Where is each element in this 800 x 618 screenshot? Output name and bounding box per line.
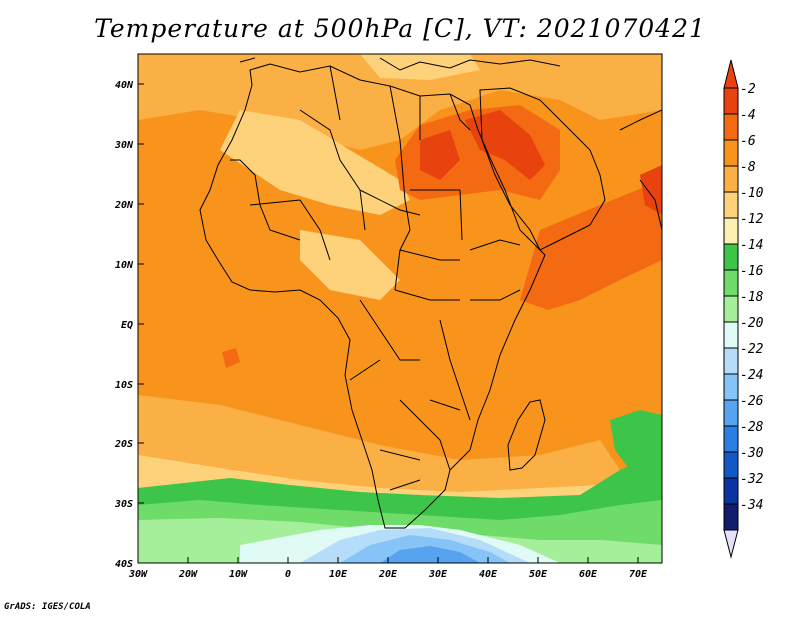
lat-label-30n: 30N xyxy=(114,140,134,151)
field-mideast-hot xyxy=(465,110,545,180)
colorbar-label: -6 xyxy=(740,134,756,149)
field-sahel-cool xyxy=(300,230,400,300)
lon-label-30w: 30W xyxy=(128,569,148,580)
colorbar-swatch xyxy=(723,191,739,219)
colorbar-swatch xyxy=(723,399,739,427)
colorbar-label: -28 xyxy=(740,420,764,435)
colorbar-label: -30 xyxy=(740,446,764,461)
field-east-warm xyxy=(520,180,662,310)
colorbar-label: -34 xyxy=(740,498,763,513)
arabia-coastline xyxy=(479,87,606,251)
field-south-cold-7 xyxy=(380,546,480,563)
colorbar-swatch xyxy=(723,217,739,245)
lon-label-40e: 40E xyxy=(479,569,498,580)
colorbar-swatch xyxy=(723,451,739,479)
colorbar-swatch xyxy=(723,269,739,297)
colorbar-label: -20 xyxy=(740,316,764,331)
lon-label-70e: 70E xyxy=(629,569,648,580)
coastlines xyxy=(199,57,662,529)
boundary-central xyxy=(349,139,463,381)
boundary-east xyxy=(379,239,521,491)
lon-label-0: 0 xyxy=(285,569,291,580)
colorbar-swatch xyxy=(723,139,739,167)
colorbar-label: -22 xyxy=(740,342,764,357)
field-south-mild xyxy=(138,395,620,495)
map-title: Temperature at 500hPa [C], VT: 202107042… xyxy=(94,14,706,43)
colorbar-under-arrow xyxy=(723,529,739,559)
colorbar-swatch xyxy=(723,503,739,531)
lat-label-10s: 10S xyxy=(115,380,133,391)
colorbar-swatch xyxy=(723,321,739,349)
lat-label-40s: 40S xyxy=(115,559,133,570)
colorbar-swatch xyxy=(723,243,739,271)
colorbar-label: -2 xyxy=(740,82,756,97)
boundary-west xyxy=(230,109,421,261)
colorbar-label: -32 xyxy=(740,472,764,487)
india-coastline xyxy=(619,109,662,231)
colorbar-label: -24 xyxy=(740,368,763,383)
europe-coastline xyxy=(239,57,561,71)
temperature-field xyxy=(138,54,662,563)
field-sahara-cool xyxy=(220,110,410,215)
lon-labels: 30W 20W 10W 0 10E 20E 30E 40E 50E 60E 70… xyxy=(128,569,648,580)
lon-label-20e: 20E xyxy=(378,569,398,580)
colorbar-label: -4 xyxy=(740,108,756,123)
colorbar-label: -12 xyxy=(740,212,764,227)
colorbar-swatch xyxy=(723,295,739,323)
africa-coastline xyxy=(199,63,546,529)
lat-label-10n: 10N xyxy=(115,260,134,271)
colorbar-label: -26 xyxy=(740,394,764,409)
field-east-cold xyxy=(610,410,662,470)
lat-label-20n: 20N xyxy=(114,200,134,211)
field-atlantic-spot xyxy=(222,348,240,368)
colorbar-swatch xyxy=(723,347,739,375)
credit-text: GrADS: IGES/COLA xyxy=(4,602,91,612)
lat-label-30s: 30S xyxy=(114,499,133,510)
colorbar-swatch xyxy=(723,373,739,401)
boundary-north xyxy=(329,65,471,141)
colorbar-swatch xyxy=(723,113,739,141)
colorbar-swatch xyxy=(723,477,739,505)
colorbar-label: -10 xyxy=(740,186,764,201)
field-north-warm xyxy=(138,54,662,150)
field-india-hot xyxy=(640,165,662,215)
colorbar-swatch xyxy=(723,87,739,115)
lon-label-10e: 10E xyxy=(329,569,348,580)
colorbar-labels: -2 -4 -6 -8 -10 -12 -14 -16 -18 -20 -22 … xyxy=(740,82,764,513)
madagascar-outline xyxy=(507,399,546,471)
colorbar-label: -8 xyxy=(740,160,756,175)
lat-label-20s: 20S xyxy=(114,439,133,450)
lat-label-eq: EQ xyxy=(121,320,133,331)
lon-label-60e: 60E xyxy=(579,569,598,580)
map-frame xyxy=(137,53,663,564)
colorbar: -2 -4 -6 -8 -10 -12 -14 -16 -18 -20 -22 … xyxy=(723,59,764,559)
colorbar-over-arrow xyxy=(723,59,739,89)
lat-labels: 40N 30N 20N 10N EQ 10S 20S 30S 40S xyxy=(114,80,134,570)
field-arabia-hot xyxy=(420,130,460,180)
colorbar-label: -14 xyxy=(740,238,763,253)
colorbar-swatch xyxy=(723,165,739,193)
lon-label-10w: 10W xyxy=(229,569,248,580)
colorbar-label: -18 xyxy=(740,290,764,305)
lon-label-20w: 20W xyxy=(178,569,198,580)
field-med-cool xyxy=(360,54,480,80)
colorbar-label: -16 xyxy=(740,264,764,279)
lon-label-30e: 30E xyxy=(428,569,448,580)
colorbar-swatch xyxy=(723,425,739,453)
lon-label-50e: 50E xyxy=(529,569,548,580)
colorbar-swatches xyxy=(723,87,739,531)
axis-tick-marks xyxy=(138,83,639,563)
lat-label-40n: 40N xyxy=(115,80,134,91)
